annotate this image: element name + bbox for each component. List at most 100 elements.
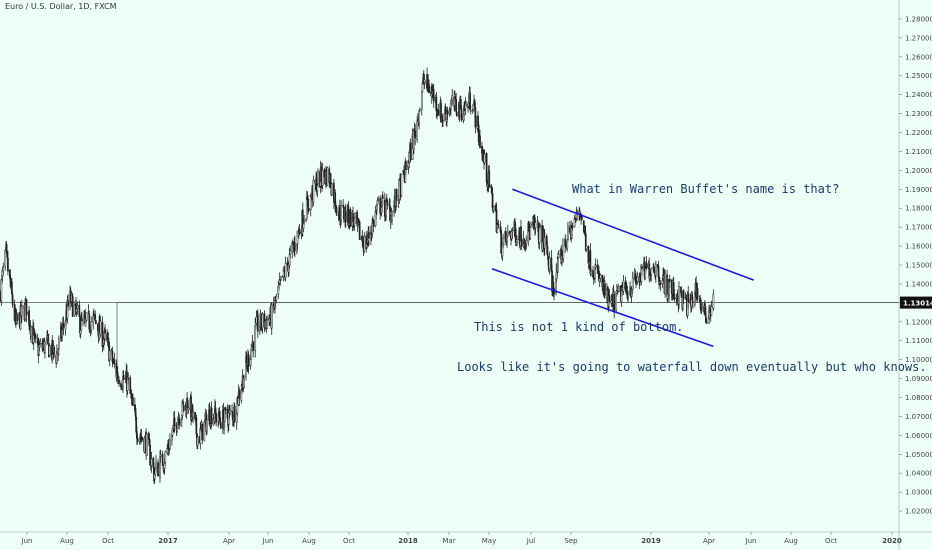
candle-body bbox=[294, 242, 296, 251]
candle-body bbox=[187, 407, 190, 411]
candle-body bbox=[104, 329, 106, 334]
price-tick-label: 1.12000 bbox=[905, 318, 932, 326]
candle-body bbox=[400, 173, 403, 197]
candle-body bbox=[256, 314, 259, 332]
candle-body bbox=[391, 210, 393, 221]
price-tick-label: 1.03000 bbox=[905, 489, 932, 497]
candle-body bbox=[485, 153, 488, 182]
price-tick-label: 1.20000 bbox=[905, 167, 932, 175]
candle-body bbox=[545, 236, 548, 246]
candle-body bbox=[506, 231, 509, 236]
candle-body bbox=[96, 324, 99, 331]
candle-body bbox=[166, 448, 169, 453]
candle-body bbox=[321, 170, 324, 186]
candle-body bbox=[349, 209, 352, 228]
candle-body bbox=[395, 188, 398, 201]
candle-body bbox=[479, 135, 481, 148]
candle-body bbox=[92, 315, 95, 323]
note-warren-buffet[interactable]: What in Warren Buffet's name is that? bbox=[572, 182, 840, 196]
candle-body bbox=[594, 267, 596, 279]
candle-body bbox=[261, 313, 264, 329]
candle-body bbox=[67, 300, 69, 307]
price-tick-label: 1.06000 bbox=[905, 432, 932, 440]
candle-body bbox=[81, 318, 83, 322]
candle-body bbox=[270, 304, 273, 329]
candle-body bbox=[208, 409, 211, 425]
candle-body bbox=[548, 257, 551, 270]
candle-body bbox=[696, 288, 699, 299]
candle-body bbox=[529, 226, 532, 239]
candle-body bbox=[296, 230, 299, 244]
price-tick-label: 1.15000 bbox=[905, 262, 932, 270]
note-not-bottom[interactable]: This is not 1 kind of bottom. bbox=[474, 320, 684, 334]
candle-body bbox=[627, 296, 629, 299]
candle-body bbox=[39, 341, 42, 344]
candle-body bbox=[446, 111, 449, 115]
time-tick-label: Jun bbox=[262, 537, 274, 545]
candle-body bbox=[423, 79, 426, 83]
candle-body bbox=[152, 457, 155, 468]
time-axis[interactable]: Jun Aug Oct 2017 Apr Jun Aug Oct 2018 Mar May Jul Se… bbox=[0, 531, 932, 545]
candle-body bbox=[101, 321, 104, 347]
candle-body bbox=[680, 286, 682, 294]
price-tick-label: 1.14000 bbox=[905, 280, 932, 288]
candle-body bbox=[694, 293, 696, 305]
candle-body bbox=[386, 200, 389, 205]
candle-body bbox=[195, 417, 198, 435]
candle-body bbox=[455, 99, 458, 112]
symbol-title: Euro / U.S. Dollar, 1D, FXCM bbox=[5, 2, 117, 11]
candle-body bbox=[159, 454, 162, 457]
candle-body bbox=[326, 167, 329, 186]
candle-body bbox=[645, 263, 648, 269]
candle-body bbox=[580, 216, 583, 221]
candle-body bbox=[235, 413, 238, 423]
candles-layer bbox=[0, 67, 715, 485]
candle-body bbox=[11, 294, 14, 305]
candle-body bbox=[335, 206, 338, 215]
trendline-layer[interactable] bbox=[491, 188, 754, 348]
candle-body bbox=[136, 439, 139, 442]
price-tick-label: 1.08000 bbox=[905, 394, 932, 402]
candle-body bbox=[210, 407, 213, 425]
candle-body bbox=[118, 379, 120, 385]
candle-body bbox=[278, 283, 280, 288]
candle-body bbox=[99, 320, 102, 335]
time-tick-label: Aug bbox=[784, 537, 798, 545]
candle-body bbox=[243, 377, 245, 389]
candle-body bbox=[305, 219, 307, 221]
candle-body bbox=[705, 321, 708, 324]
candle-body bbox=[7, 257, 9, 272]
candle-body bbox=[358, 221, 361, 240]
channel-lower-line[interactable] bbox=[491, 268, 714, 348]
candle-body bbox=[331, 183, 333, 196]
candle-body bbox=[28, 310, 30, 326]
candle-body bbox=[48, 345, 51, 356]
candle-body bbox=[298, 229, 301, 234]
channel-upper-line[interactable] bbox=[512, 188, 754, 281]
candle-body bbox=[182, 401, 184, 405]
candle-body bbox=[673, 294, 676, 300]
time-tick-label: 2019 bbox=[641, 537, 661, 545]
time-tick-label: 2017 bbox=[158, 537, 178, 545]
candle-body bbox=[159, 456, 161, 478]
price-tick-label: 1.11000 bbox=[905, 337, 932, 345]
candle-body bbox=[420, 92, 423, 110]
price-tick-label: 1.27000 bbox=[905, 34, 932, 42]
note-waterfall[interactable]: Looks like it's going to waterfall down … bbox=[457, 360, 927, 374]
candle-body bbox=[655, 263, 657, 276]
candle-body bbox=[511, 230, 514, 233]
current-price-label-bg bbox=[900, 296, 932, 309]
price-tick-label: 1.28000 bbox=[905, 15, 932, 23]
candle-body bbox=[659, 282, 662, 285]
candle-body bbox=[354, 213, 356, 218]
candle-body bbox=[704, 306, 707, 317]
price-axis[interactable]: 1.02000 1.03000 1.04000 1.05000 1.06000 1.070… bbox=[898, 0, 932, 550]
candle-body bbox=[377, 199, 380, 201]
price-tick-label: 1.04000 bbox=[905, 470, 932, 478]
candle-body bbox=[650, 268, 653, 275]
candle-body bbox=[108, 350, 111, 361]
candle-body bbox=[692, 301, 694, 303]
candle-body bbox=[5, 244, 8, 252]
